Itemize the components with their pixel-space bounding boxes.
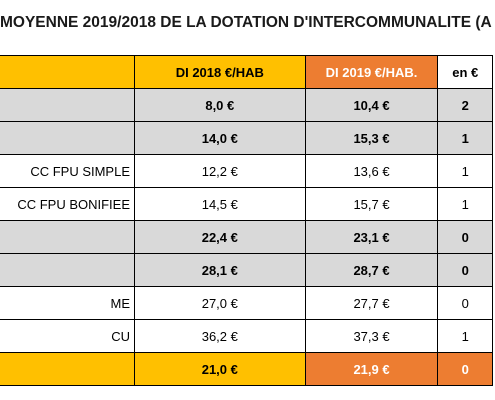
row-value-2018: 12,2 € <box>134 154 306 188</box>
total-value-2018: 21,0 € <box>134 352 306 386</box>
total-row: 21,0 € 21,9 € 0 <box>0 352 493 386</box>
row-value-2019: 15,7 € <box>304 187 439 221</box>
row-value-2018: 14,5 € <box>134 187 306 221</box>
row-value-2018: 36,2 € <box>134 319 306 353</box>
row-label: CC FPU SIMPLE <box>0 154 135 188</box>
total-diff: 0 <box>437 352 493 386</box>
row-diff: 1 <box>437 121 493 155</box>
row-value-2019: 28,7 € <box>304 253 439 287</box>
row-value-2018: 27,0 € <box>134 286 306 320</box>
row-label <box>0 253 135 287</box>
row-label <box>0 88 135 122</box>
table-row: 22,4 € 23,1 € 0 <box>0 220 493 254</box>
header-cell-di-2018: DI 2018 €/HAB <box>134 55 306 89</box>
header-cell-di-2019: DI 2019 €/HAB. <box>304 55 439 89</box>
table-row: 28,1 € 28,7 € 0 <box>0 253 493 287</box>
table-row: CC FPU SIMPLE 12,2 € 13,6 € 1 <box>0 154 493 188</box>
row-label: ME <box>0 286 135 320</box>
row-value-2018: 22,4 € <box>134 220 306 254</box>
table-row: CU 36,2 € 37,3 € 1 <box>0 319 493 353</box>
header-cell-label <box>0 55 135 89</box>
row-value-2019: 37,3 € <box>304 319 439 353</box>
row-label <box>0 121 135 155</box>
row-diff: 0 <box>437 253 493 287</box>
row-diff: 0 <box>437 286 493 320</box>
row-diff: 2 <box>437 88 493 122</box>
row-label <box>0 220 135 254</box>
table-row: 8,0 € 10,4 € 2 <box>0 88 493 122</box>
row-value-2019: 15,3 € <box>304 121 439 155</box>
row-diff: 1 <box>437 154 493 188</box>
row-value-2019: 23,1 € <box>304 220 439 254</box>
header-cell-en-euro: en € <box>437 55 493 89</box>
table-row: ME 27,0 € 27,7 € 0 <box>0 286 493 320</box>
row-value-2018: 8,0 € <box>134 88 306 122</box>
table-row: CC FPU BONIFIEE 14,5 € 15,7 € 1 <box>0 187 493 221</box>
row-label: CU <box>0 319 135 353</box>
row-value-2019: 13,6 € <box>304 154 439 188</box>
table-row: 14,0 € 15,3 € 1 <box>0 121 493 155</box>
header-row: DI 2018 €/HAB DI 2019 €/HAB. en € <box>0 55 493 89</box>
table-title: MOYENNE 2019/2018 DE LA DOTATION D'INTER… <box>0 14 492 31</box>
row-diff: 1 <box>437 319 493 353</box>
dotation-table: DI 2018 €/HAB DI 2019 €/HAB. en € 8,0 € … <box>0 55 493 386</box>
row-value-2018: 14,0 € <box>134 121 306 155</box>
row-value-2018: 28,1 € <box>134 253 306 287</box>
row-diff: 1 <box>437 187 493 221</box>
row-value-2019: 10,4 € <box>304 88 439 122</box>
total-value-2019: 21,9 € <box>304 352 439 386</box>
row-label: CC FPU BONIFIEE <box>0 187 135 221</box>
row-value-2019: 27,7 € <box>304 286 439 320</box>
row-diff: 0 <box>437 220 493 254</box>
total-label <box>0 352 135 386</box>
